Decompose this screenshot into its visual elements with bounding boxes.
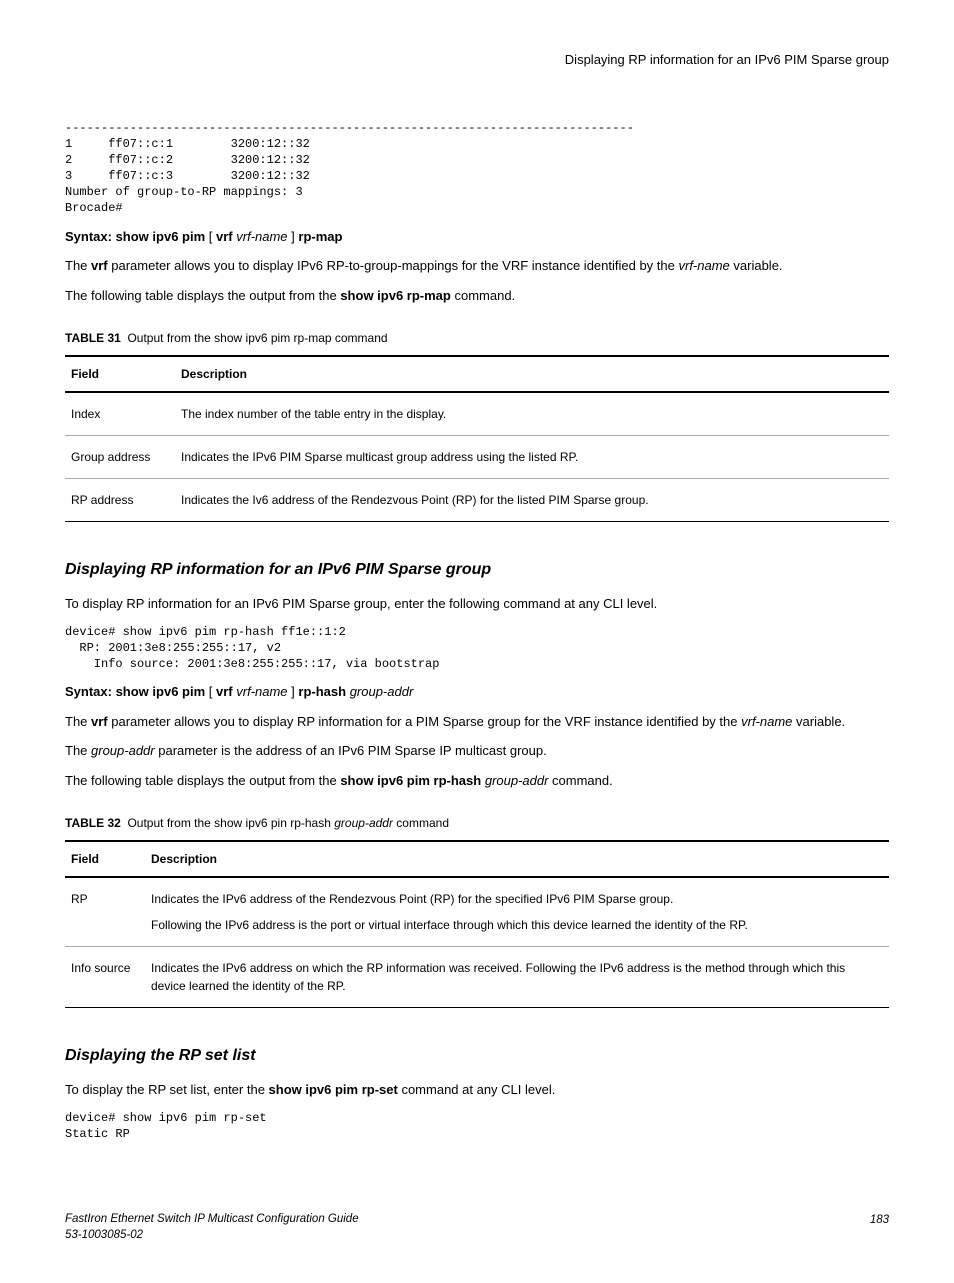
s1-para-vrf: The vrf parameter allows you to display … bbox=[65, 712, 889, 732]
table32-col-field: Field bbox=[65, 841, 145, 877]
s1-para-groupaddr: The group-addr parameter is the address … bbox=[65, 741, 889, 761]
page-footer: FastIron Ethernet Switch IP Multicast Co… bbox=[65, 1212, 889, 1243]
table31-caption: TABLE 31 Output from the show ipv6 pim r… bbox=[65, 329, 889, 347]
table32-col-desc: Description bbox=[145, 841, 889, 877]
section1-intro: To display RP information for an IPv6 PI… bbox=[65, 594, 889, 614]
syntax-rp-map: Syntax: show ipv6 pim [ vrf vrf-name ] r… bbox=[65, 227, 889, 247]
syntax-label: Syntax: show ipv6 pim bbox=[65, 229, 205, 244]
footer-page-number: 183 bbox=[870, 1212, 889, 1243]
table31-col-field: Field bbox=[65, 356, 175, 392]
paragraph-table-intro: The following table displays the output … bbox=[65, 286, 889, 306]
paragraph-vrf-desc: The vrf parameter allows you to display … bbox=[65, 256, 889, 276]
table-row: Group address Indicates the IPv6 PIM Spa… bbox=[65, 436, 889, 479]
s1-para-table-intro: The following table displays the output … bbox=[65, 771, 889, 791]
code-block-rp-hash: device# show ipv6 pim rp-hash ff1e::1:2 … bbox=[65, 624, 889, 673]
table31-col-desc: Description bbox=[175, 356, 889, 392]
page-header: Displaying RP information for an IPv6 PI… bbox=[65, 50, 889, 70]
section-title-rp-info: Displaying RP information for an IPv6 PI… bbox=[65, 558, 889, 582]
table-row: Index The index number of the table entr… bbox=[65, 392, 889, 436]
table32-caption: TABLE 32 Output from the show ipv6 pin r… bbox=[65, 814, 889, 832]
code-block-rp-set: device# show ipv6 pim rp-set Static RP bbox=[65, 1110, 889, 1142]
section-title-rp-set: Displaying the RP set list bbox=[65, 1044, 889, 1068]
table-row: Info source Indicates the IPv6 address o… bbox=[65, 947, 889, 1008]
table32: Field Description RP Indicates the IPv6 … bbox=[65, 840, 889, 1008]
section2-intro: To display the RP set list, enter the sh… bbox=[65, 1080, 889, 1100]
table-row: RP Indicates the IPv6 address of the Ren… bbox=[65, 877, 889, 947]
table31: Field Description Index The index number… bbox=[65, 355, 889, 522]
table-row: RP address Indicates the Iv6 address of … bbox=[65, 479, 889, 522]
syntax-rp-hash: Syntax: show ipv6 pim [ vrf vrf-name ] r… bbox=[65, 682, 889, 702]
footer-doc-title: FastIron Ethernet Switch IP Multicast Co… bbox=[65, 1212, 359, 1243]
code-block-mappings: ----------------------------------------… bbox=[65, 120, 889, 217]
